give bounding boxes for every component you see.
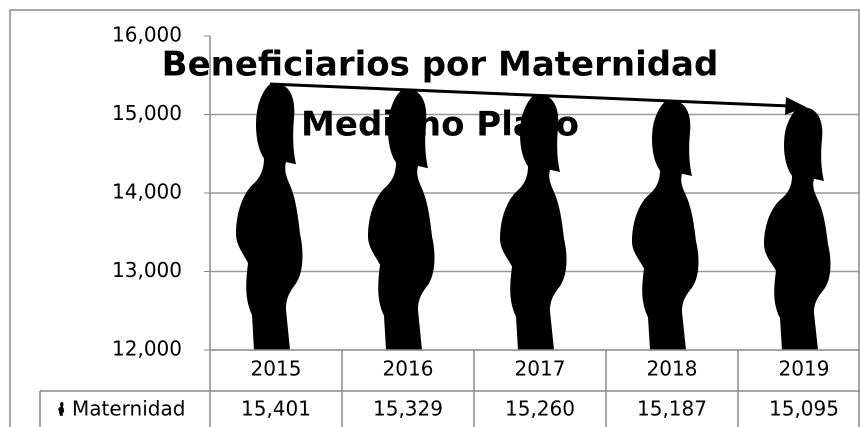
- pictograph-figure: [236, 83, 303, 351]
- data-table: Maternidad 2015 15,401 2016 15,329 2017 15,260…: [39, 349, 860, 427]
- x-tick-label: 2019: [779, 357, 830, 381]
- chart-title: Beneficiarios por Maternidad: [162, 45, 719, 85]
- chart-subtitle: Mediano Plazo: [301, 105, 579, 145]
- figures: [236, 83, 831, 351]
- value-label: 15,187: [637, 397, 707, 421]
- arrow-head: [785, 97, 806, 115]
- legend-icon: [58, 402, 65, 416]
- pictograph-figure: [764, 107, 831, 350]
- x-tick-label: 2018: [647, 357, 698, 381]
- trend-arrow: [269, 82, 791, 108]
- y-tick-label: 13,000: [112, 258, 182, 282]
- x-tick-label: 2017: [515, 357, 566, 381]
- x-tick-label: 2015: [251, 357, 302, 381]
- x-tick-label: 2016: [383, 357, 434, 381]
- y-tick-label: 14,000: [112, 180, 182, 204]
- legend-label: Maternidad: [72, 397, 185, 421]
- chart-frame: [9, 9, 860, 427]
- value-label: 15,401: [241, 397, 311, 421]
- pictograph-figure: [368, 88, 435, 351]
- y-tick-label: 12,000: [112, 337, 182, 361]
- pictograph-figure: [632, 99, 699, 351]
- y-tick-label: 15,000: [112, 101, 182, 125]
- value-label: 15,260: [505, 397, 575, 421]
- pictograph-figure: [500, 94, 567, 350]
- y-tick-label: 16,000: [112, 23, 182, 47]
- value-label: 15,095: [769, 397, 839, 421]
- value-label: 15,329: [373, 397, 443, 421]
